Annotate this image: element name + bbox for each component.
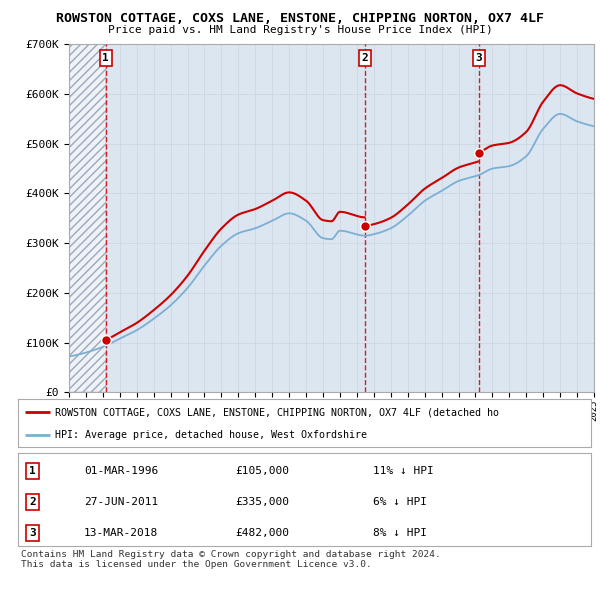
Text: 3: 3 <box>29 527 36 537</box>
Bar <box>69 44 106 392</box>
Text: Contains HM Land Registry data © Crown copyright and database right 2024.
This d: Contains HM Land Registry data © Crown c… <box>21 550 441 569</box>
Text: 3: 3 <box>475 53 482 63</box>
Text: 2: 2 <box>362 53 368 63</box>
Text: HPI: Average price, detached house, West Oxfordshire: HPI: Average price, detached house, West… <box>55 430 367 440</box>
Text: Price paid vs. HM Land Registry's House Price Index (HPI): Price paid vs. HM Land Registry's House … <box>107 25 493 35</box>
Bar <box>69 44 106 392</box>
Text: £105,000: £105,000 <box>236 466 290 476</box>
Text: ROWSTON COTTAGE, COXS LANE, ENSTONE, CHIPPING NORTON, OX7 4LF (detached ho: ROWSTON COTTAGE, COXS LANE, ENSTONE, CHI… <box>55 407 499 417</box>
Text: 8% ↓ HPI: 8% ↓ HPI <box>373 527 427 537</box>
Text: 6% ↓ HPI: 6% ↓ HPI <box>373 497 427 507</box>
Text: 2: 2 <box>29 497 36 507</box>
Text: 11% ↓ HPI: 11% ↓ HPI <box>373 466 434 476</box>
Text: 27-JUN-2011: 27-JUN-2011 <box>84 497 158 507</box>
Text: 1: 1 <box>29 466 36 476</box>
Text: £482,000: £482,000 <box>236 527 290 537</box>
Text: 1: 1 <box>103 53 109 63</box>
Text: £335,000: £335,000 <box>236 497 290 507</box>
Text: 01-MAR-1996: 01-MAR-1996 <box>84 466 158 476</box>
Text: 13-MAR-2018: 13-MAR-2018 <box>84 527 158 537</box>
Text: ROWSTON COTTAGE, COXS LANE, ENSTONE, CHIPPING NORTON, OX7 4LF: ROWSTON COTTAGE, COXS LANE, ENSTONE, CHI… <box>56 12 544 25</box>
